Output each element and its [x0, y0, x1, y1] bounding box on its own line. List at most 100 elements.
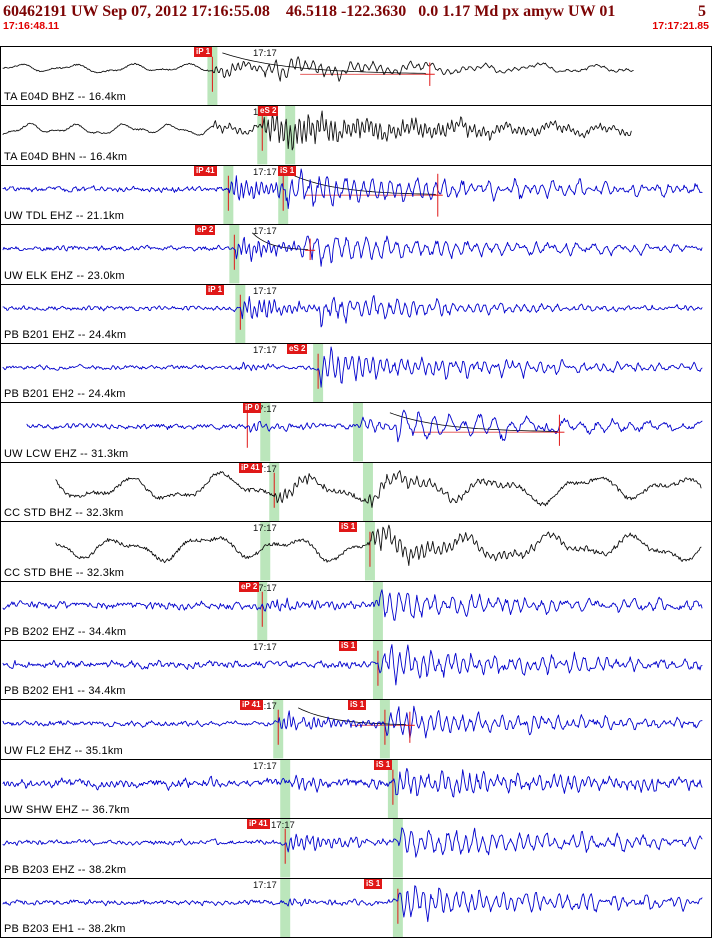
- waveform: [2, 700, 703, 759]
- waveform: [2, 225, 703, 284]
- waveform: [2, 581, 703, 641]
- trace-row[interactable]: 17:17 iP 41 CC STD BHZ -- 32.3km: [1, 462, 711, 523]
- minute-tick-label: 17:17: [253, 166, 277, 178]
- waveform: [2, 47, 634, 106]
- trace-panel: 17:17 iP 1 TA E04D BHZ -- 16.4km 17:17 eS 2 T…: [0, 46, 712, 938]
- station-label: TA E04D BHN -- 16.4km: [4, 150, 128, 163]
- waveform: [2, 344, 703, 403]
- trace-row[interactable]: 17:17 iP 41 PB B203 EHZ -- 38.2km: [1, 819, 711, 879]
- station-label: PB B203 EH1 -- 38.2km: [4, 923, 126, 936]
- pick-flag[interactable]: eS 2: [258, 106, 279, 117]
- trace-row[interactable]: 17:17 iP 0 UW LCW EHZ -- 31.3km: [1, 403, 711, 463]
- trace-row[interactable]: 17:17 eS 2 PB B201 EH2 -- 24.4km: [1, 344, 711, 404]
- pick-flag[interactable]: iP 41: [247, 819, 270, 830]
- minute-tick-label: 17:17: [253, 760, 277, 772]
- pick-window-band: [260, 522, 271, 581]
- pick-flag[interactable]: iP 0: [243, 403, 262, 414]
- seismogram-trace: [2, 644, 703, 686]
- station-label: UW LCW EHZ -- 31.3km: [4, 447, 129, 460]
- waveform: [55, 522, 702, 581]
- pick-flag[interactable]: eP 2: [239, 581, 260, 592]
- waveform: [26, 403, 703, 462]
- minute-tick-label: 17:17: [253, 523, 277, 535]
- waveform: [2, 165, 703, 225]
- station-label: PB B201 EH2 -- 24.4km: [4, 388, 126, 401]
- seismogram-trace: [2, 827, 703, 858]
- seismogram-trace: [2, 56, 634, 82]
- minute-tick-label: 17:17: [253, 48, 277, 59]
- pick-flag[interactable]: eP 2: [195, 225, 216, 236]
- trace-row[interactable]: 17:17 iS 1 UW SHW EHZ -- 36.7km: [1, 759, 711, 820]
- waveform: [55, 462, 702, 522]
- station-label: TA E04D BHZ -- 16.4km: [4, 91, 126, 104]
- waveform: [2, 641, 703, 700]
- pick-window-band: [392, 819, 403, 878]
- waveform: [2, 819, 703, 878]
- pick-flag[interactable]: iP 41: [194, 165, 217, 176]
- pick-flag[interactable]: iS 1: [339, 522, 358, 533]
- minute-tick-label: 17:17: [253, 285, 277, 297]
- pick-flag[interactable]: iP 1: [194, 47, 213, 57]
- seismogram-trace: [2, 884, 703, 922]
- trace-row[interactable]: 17:17 iS 1 PB B202 EH1 -- 34.4km: [1, 641, 711, 701]
- trace-row[interactable]: 17:17 iS 1 CC STD BHE -- 32.3km: [1, 522, 711, 582]
- trace-row[interactable]: 17:17 iP 1 TA E04D BHZ -- 16.4km: [1, 47, 711, 107]
- pick-window-band: [285, 106, 296, 165]
- seismogram-trace: [2, 767, 703, 798]
- trace-row[interactable]: 17:17 eP 2 UW ELK EHZ -- 23.0km: [1, 225, 711, 285]
- seismogram-trace: [55, 524, 702, 567]
- station-label: PB B203 EHZ -- 38.2km: [4, 863, 127, 876]
- minute-tick-label: 17:17: [253, 701, 277, 713]
- station-label: UW ELK EHZ -- 23.0km: [4, 269, 125, 282]
- waveform: [2, 106, 632, 165]
- minute-tick-label: 17:17: [253, 345, 277, 357]
- trace-row[interactable]: 17:17 iP 1 PB B201 EHZ -- 24.4km: [1, 284, 711, 345]
- minute-tick-label: 17:17: [253, 226, 277, 238]
- seismogram-trace: [2, 110, 632, 151]
- header: 60462191 UW Sep 07, 2012 17:16:55.08 46.…: [0, 0, 712, 46]
- pick-window-band: [280, 878, 291, 938]
- seismogram-trace: [2, 168, 703, 209]
- pick-flag[interactable]: iS 1: [364, 878, 383, 889]
- pick-window-band: [260, 403, 271, 462]
- pick-flag[interactable]: iP 1: [206, 284, 225, 295]
- window-start-time: 17:16:48.11: [3, 20, 60, 32]
- station-label: UW FL2 EHZ -- 35.1km: [4, 744, 123, 757]
- station-label: PB B202 EHZ -- 34.4km: [4, 626, 127, 639]
- pick-flag[interactable]: iP 41: [240, 700, 263, 711]
- minute-tick-label: 17:17: [253, 582, 277, 594]
- seismogram-trace: [2, 294, 703, 328]
- time-window-line: 17:16:48.11 17:17:21.85: [0, 20, 712, 32]
- station-label: CC STD BHZ -- 32.3km: [4, 507, 124, 520]
- pick-flag[interactable]: eS 2: [287, 344, 308, 355]
- pick-window-band: [372, 581, 383, 641]
- pick-window-band: [353, 403, 363, 462]
- event-summary-text: 60462191 UW Sep 07, 2012 17:16:55.08 46.…: [3, 3, 616, 20]
- seismogram-trace: [2, 235, 703, 268]
- minute-tick-label: 17:17: [271, 820, 295, 832]
- trace-row[interactable]: 17:17 iS 1 PB B203 EH1 -- 38.2km: [1, 878, 711, 938]
- minute-tick-label: 17:17: [253, 463, 277, 475]
- pick-flag[interactable]: iS 1: [374, 759, 393, 770]
- coda-decay-curve: [222, 52, 426, 74]
- pick-flag[interactable]: iS 1: [348, 700, 367, 711]
- trace-row[interactable]: 17:17 iP 41 iS 1 UW TDL EHZ -- 21.1km: [1, 165, 711, 226]
- coda-decay-curve: [292, 174, 436, 195]
- seismogram-trace: [55, 469, 702, 508]
- pick-window-band: [280, 759, 291, 819]
- pick-window-band: [362, 462, 373, 522]
- station-label: UW SHW EHZ -- 36.7km: [4, 804, 130, 817]
- pick-flag[interactable]: iP 41: [239, 462, 262, 473]
- seismogram-trace: [2, 706, 703, 739]
- minute-tick-label: 17:17: [253, 404, 277, 416]
- pick-flag[interactable]: iS 1: [278, 165, 297, 176]
- seismogram-trace: [2, 589, 703, 621]
- pick-flag[interactable]: iS 1: [339, 641, 358, 652]
- page-number: 5: [698, 3, 706, 20]
- station-label: CC STD BHE -- 32.3km: [4, 566, 125, 579]
- window-end-time: 17:17:21.85: [652, 20, 709, 32]
- trace-row[interactable]: 17:17 eP 2 PB B202 EHZ -- 34.4km: [1, 581, 711, 642]
- trace-row[interactable]: 17:17 iP 41 iS 1 UW FL2 EHZ -- 35.1km: [1, 700, 711, 760]
